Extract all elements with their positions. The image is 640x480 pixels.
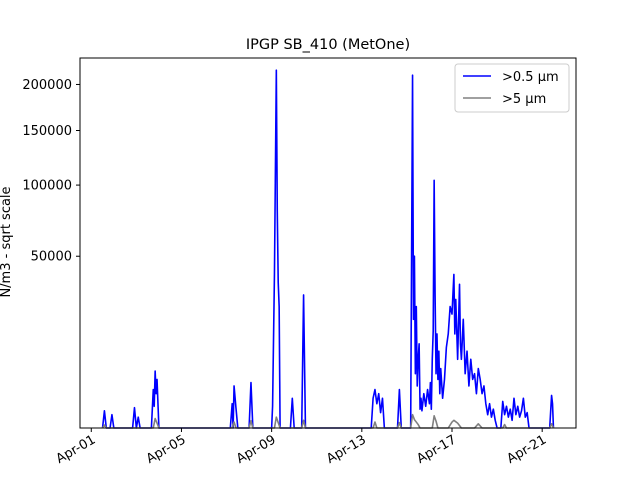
chart-title: IPGP SB_410 (MetOne) [246, 37, 410, 53]
y-tick-label: 100000 [22, 179, 72, 194]
series-line-1 [101, 69, 555, 429]
plot-frame [79, 57, 577, 429]
y-axis-label: N/m3 - sqrt scale [0, 186, 14, 297]
y-tick-label: 150000 [22, 124, 72, 139]
y-axis: 50000 100000 150000 200000 [22, 78, 80, 265]
legend-label-1: >0.5 µm [502, 70, 559, 85]
legend: >0.5 µm >5 µm [454, 63, 570, 113]
y-tick-label: 50000 [31, 250, 72, 265]
legend-label-2: >5 µm [502, 92, 546, 107]
y-tick-label: 200000 [22, 78, 72, 93]
